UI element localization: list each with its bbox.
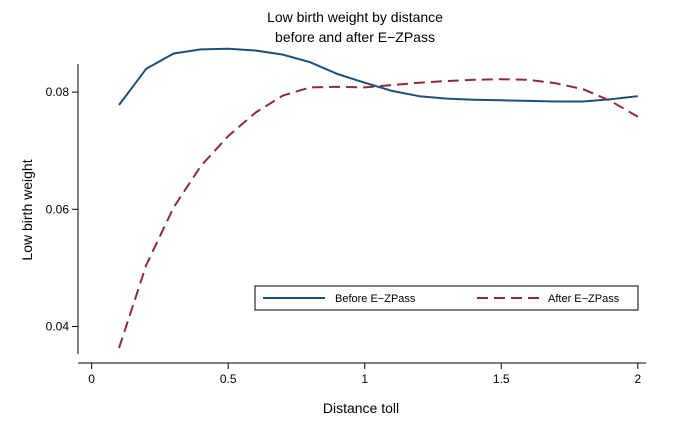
x-tick-label: 0.5 (220, 372, 237, 386)
chart-title-line-1: Low birth weight by distance (267, 9, 443, 25)
x-axis-ticks: 0 0.5 1 1.5 2 (88, 363, 641, 386)
series-layer (118, 47, 639, 349)
y-tick-label: 0.06 (46, 202, 70, 216)
y-axis-title: Low birth weight (19, 159, 35, 260)
series-line-before (118, 47, 638, 106)
y-axis-ticks: 0.04 0.06 0.08 (46, 85, 78, 333)
legend-label-before: Before E−ZPass (335, 293, 416, 305)
chart-title-line-2: before and after E−ZPass (275, 29, 435, 45)
legend-label-after: After E−ZPass (548, 293, 620, 305)
y-tick-label: 0.08 (46, 85, 70, 99)
series-line-after (118, 78, 639, 349)
x-tick-label: 0 (88, 372, 95, 386)
x-tick-label: 1.5 (493, 372, 510, 386)
y-tick-label: 0.04 (46, 319, 70, 333)
legend: Before E−ZPass After E−ZPass (254, 285, 639, 311)
x-tick-label: 1 (361, 372, 368, 386)
x-tick-label: 2 (634, 372, 641, 386)
x-axis-title: Distance toll (323, 400, 399, 416)
